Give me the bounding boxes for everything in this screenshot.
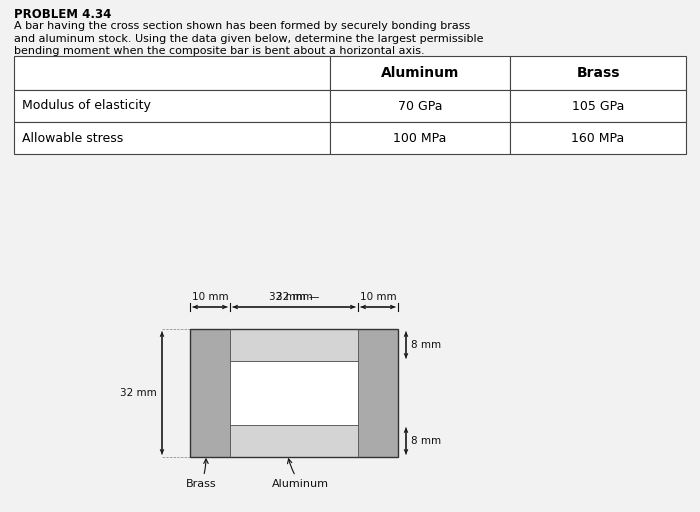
Bar (14, 90, 330, 122)
Text: Allowable stress: Allowable stress (22, 132, 123, 144)
Bar (14, 122, 330, 154)
Text: Brass: Brass (576, 66, 620, 80)
Bar (230, 425, 358, 457)
Text: 105 GPa: 105 GPa (572, 99, 624, 113)
Bar (190, 329, 230, 457)
Bar (230, 361, 358, 425)
Text: 32 mm —: 32 mm — (269, 292, 319, 302)
Text: 160 MPa: 160 MPa (571, 132, 624, 144)
Bar (358, 329, 398, 457)
Text: 70 GPa: 70 GPa (398, 99, 442, 113)
Bar (330, 56, 510, 90)
Bar (510, 122, 686, 154)
Bar (510, 90, 686, 122)
Text: 10 mm: 10 mm (192, 292, 228, 302)
Text: 8 mm: 8 mm (411, 436, 441, 446)
Text: 32 mm: 32 mm (120, 388, 157, 398)
Bar (330, 122, 510, 154)
Bar (510, 56, 686, 90)
Text: 100 MPa: 100 MPa (393, 132, 447, 144)
Text: A bar having the cross section shown has been formed by securely bonding brass: A bar having the cross section shown has… (14, 21, 470, 31)
Text: PROBLEM 4.34: PROBLEM 4.34 (14, 8, 111, 21)
Bar (230, 329, 358, 361)
Bar (190, 329, 398, 457)
Bar (14, 56, 330, 90)
Text: 10 mm: 10 mm (360, 292, 396, 302)
Text: bending moment when the composite bar is bent about a horizontal axis.: bending moment when the composite bar is… (14, 46, 425, 56)
Text: 32 mm: 32 mm (276, 292, 312, 302)
Text: 8 mm: 8 mm (411, 340, 441, 350)
Text: and aluminum stock. Using the data given below, determine the largest permissibl: and aluminum stock. Using the data given… (14, 33, 484, 44)
Text: Aluminum: Aluminum (381, 66, 459, 80)
Bar (330, 90, 510, 122)
Text: Modulus of elasticity: Modulus of elasticity (22, 99, 151, 113)
Text: Brass: Brass (186, 459, 216, 489)
Text: Aluminum: Aluminum (272, 459, 329, 489)
